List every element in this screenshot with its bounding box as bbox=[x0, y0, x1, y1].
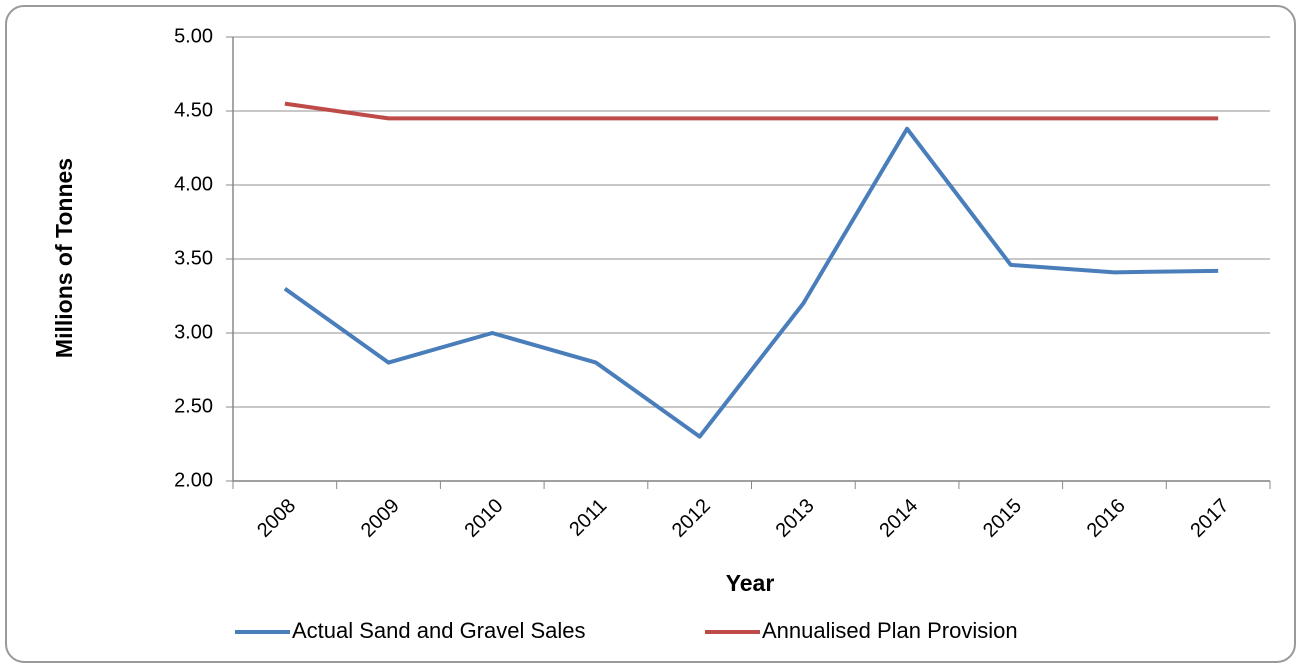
x-axis-title: Year bbox=[726, 570, 775, 596]
y-axis-title: Millions of Tonnes bbox=[51, 158, 77, 358]
y-tick-label: 4.50 bbox=[174, 99, 213, 121]
y-tick-label: 5.00 bbox=[174, 25, 213, 47]
series-line bbox=[283, 126, 1219, 439]
chart-frame bbox=[5, 5, 1296, 663]
legend-label: Actual Sand and Gravel Sales bbox=[292, 618, 586, 643]
y-tick-label: 4.00 bbox=[174, 173, 213, 195]
legend-label: Annualised Plan Provision bbox=[762, 618, 1018, 643]
y-tick-label: 3.50 bbox=[174, 247, 213, 269]
y-tick-label: 3.00 bbox=[174, 321, 213, 343]
y-tick-label: 2.00 bbox=[174, 469, 213, 491]
y-tick-label: 2.50 bbox=[174, 395, 213, 417]
series-line bbox=[284, 101, 1219, 121]
